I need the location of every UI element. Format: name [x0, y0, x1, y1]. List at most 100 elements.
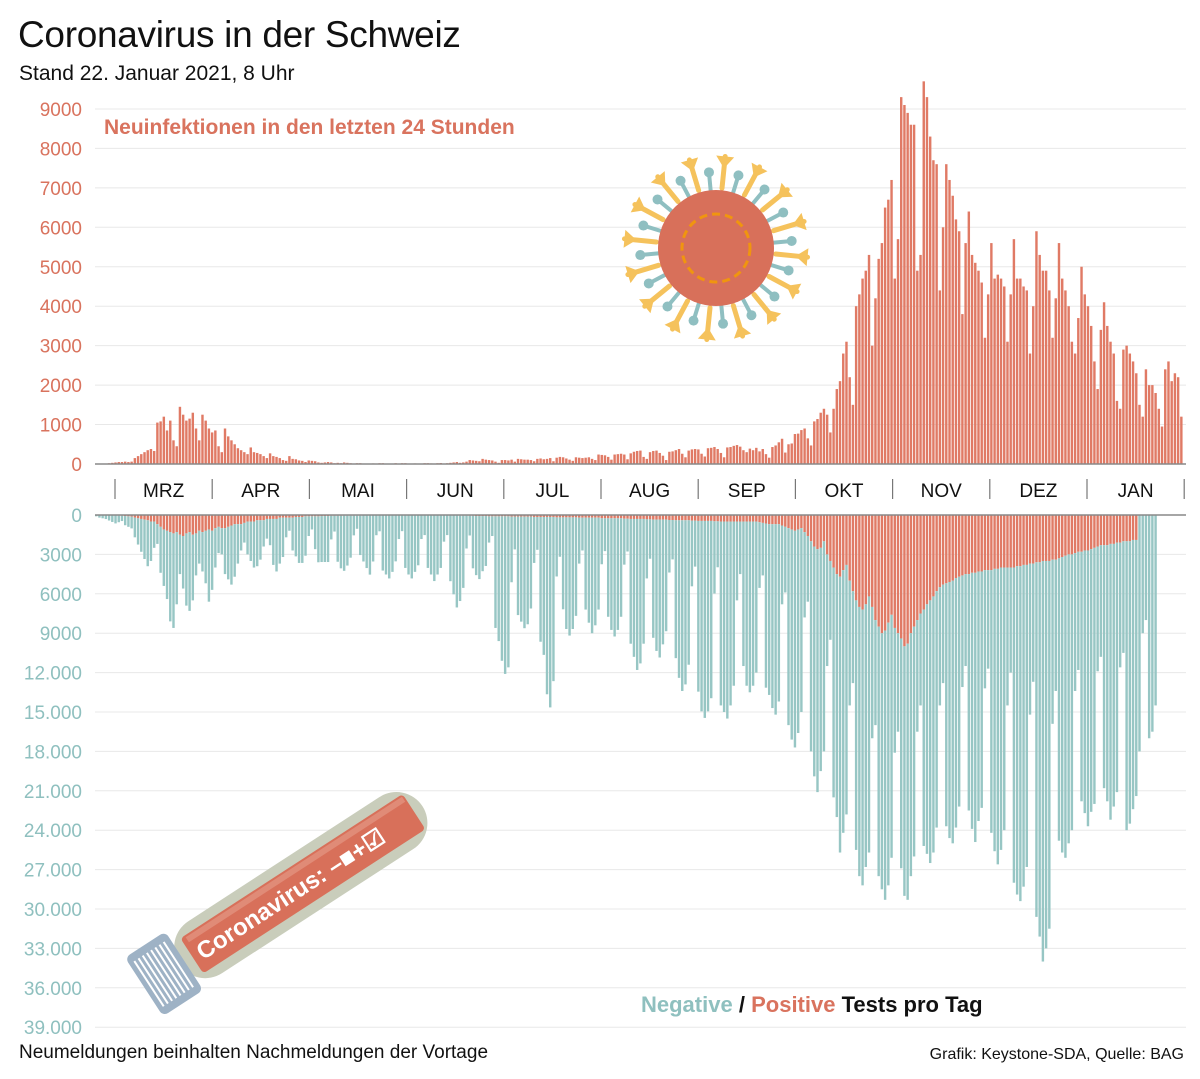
positive-test-bar [1109, 515, 1112, 544]
positive-test-bar [513, 515, 517, 517]
positive-test-bar [716, 515, 719, 522]
positive-test-bar [729, 515, 732, 522]
negative-test-bar [545, 516, 549, 695]
infection-bar [819, 412, 822, 464]
infection-bar [500, 460, 504, 464]
infection-bar [629, 453, 632, 464]
positive-test-bar [243, 515, 246, 523]
positive-test-bar [661, 515, 665, 520]
infection-bar [452, 462, 455, 464]
negative-test-bar [539, 516, 542, 642]
negative-test-bar [954, 578, 958, 828]
negative-test-bar [909, 633, 913, 877]
negative-test-bar [835, 574, 839, 818]
positive-test-bar [623, 515, 626, 519]
positive-test-bar [893, 515, 896, 628]
positive-test-bar [938, 515, 942, 588]
infection-bar [983, 337, 987, 464]
infection-bar [239, 450, 243, 464]
negative-test-bar [851, 591, 855, 684]
infection-bar [181, 414, 185, 464]
positive-test-bar [777, 515, 781, 525]
y-tick-label-top: 6000 [40, 218, 82, 239]
negative-test-bar [397, 515, 401, 540]
positive-test-bar [600, 515, 603, 519]
y-tick-label-top: 2000 [40, 376, 82, 397]
infection-bar [1093, 361, 1096, 464]
positive-test-bar [842, 515, 845, 571]
negative-test-bar [587, 517, 591, 623]
infection-bar [1057, 243, 1061, 464]
negative-test-bar [549, 516, 552, 708]
positive-test-bar [223, 515, 227, 529]
positive-test-bar [767, 515, 771, 525]
infection-bar [578, 457, 581, 464]
infection-bar [703, 456, 706, 464]
infection-bar [474, 460, 478, 464]
negative-test-bar [716, 521, 719, 568]
negative-test-bar [188, 532, 191, 611]
negative-test-bar [449, 515, 452, 582]
infection-bar [542, 459, 545, 464]
negative-test-bar [191, 534, 195, 601]
positive-test-bar [1015, 515, 1019, 567]
infection-bar [1061, 278, 1064, 464]
positive-test-bar [800, 515, 803, 529]
infection-bar [156, 422, 159, 464]
infection-bar [1067, 306, 1070, 464]
infection-bar [136, 456, 140, 464]
infection-bar [706, 448, 710, 464]
positive-test-bar [739, 515, 742, 522]
infection-bar [690, 449, 694, 464]
negative-test-bar [301, 516, 304, 563]
negative-test-bar [520, 516, 523, 622]
positive-test-bar [990, 515, 993, 571]
positive-test-bar [574, 515, 578, 518]
negative-test-bar [336, 515, 339, 562]
infection-bar [990, 243, 993, 464]
month-label: DEZ [1019, 481, 1057, 502]
infection-bar [259, 454, 262, 464]
positive-test-bar [655, 515, 658, 520]
positive-test-bar [690, 515, 694, 521]
infection-bar [159, 421, 162, 464]
negative-test-bar [445, 515, 449, 536]
negative-test-bar [693, 520, 697, 567]
infection-bar [120, 462, 124, 464]
infection-bar [648, 452, 652, 464]
infection-bar [697, 449, 700, 464]
infection-bar [1015, 278, 1019, 464]
positive-test-bar [1070, 515, 1074, 555]
infection-bar [165, 430, 169, 464]
positive-test-bar [571, 515, 574, 518]
infection-bar [745, 452, 748, 464]
infection-bar [951, 195, 954, 465]
positive-test-bar [974, 515, 977, 573]
infection-bar [140, 454, 143, 464]
infection-bar [832, 408, 835, 464]
negative-test-bar [613, 518, 616, 637]
positive-test-bar [1061, 515, 1064, 558]
negative-test-bar [883, 630, 887, 900]
positive-test-bar [210, 515, 214, 531]
positive-test-bar [819, 515, 822, 548]
infection-bar [1147, 385, 1151, 464]
negative-test-bar [388, 515, 391, 579]
negative-test-bar [259, 520, 262, 560]
positive-test-bar [291, 515, 294, 518]
negative-test-bar [375, 515, 378, 536]
positive-test-bar [594, 515, 597, 518]
negative-test-bar [581, 517, 584, 551]
negative-test-bar [861, 609, 864, 886]
infection-bar [674, 450, 678, 464]
infection-bar [726, 447, 729, 464]
infection-bar [739, 446, 742, 464]
positive-test-bar [555, 515, 558, 518]
negative-test-bar [896, 633, 900, 732]
positive-test-bar [945, 515, 948, 584]
infection-bar [455, 462, 459, 464]
negative-test-bar [854, 600, 858, 850]
negative-test-bar [764, 523, 768, 688]
positive-test-bar [194, 515, 198, 534]
infection-bar [887, 199, 890, 464]
